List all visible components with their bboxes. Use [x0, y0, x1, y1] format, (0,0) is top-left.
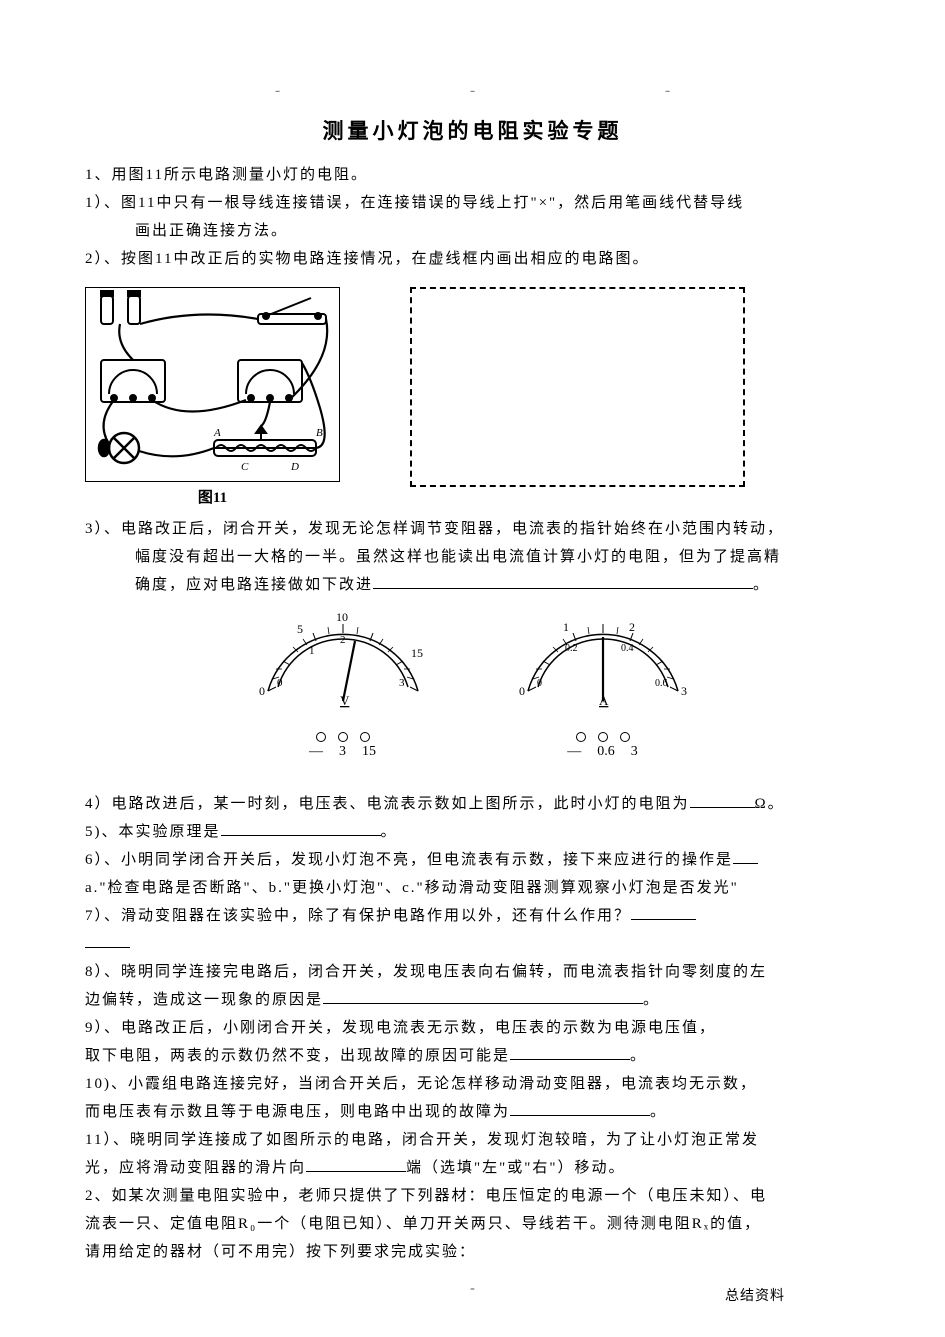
- ammeter-unit: A: [599, 693, 609, 708]
- voltmeter-display: 0 5 10 15 0 1 2 3 V — 3 15: [243, 609, 443, 760]
- question-7-line: 7）、滑动变阻器在该实验中，除了有保护电路作用以外，还有什么作用？: [85, 902, 860, 930]
- question-3a: 3）、电路改正后，闭合开关，发现无论怎样调节变阻器，电流表的指针始终在小范围内转…: [85, 515, 860, 543]
- a-lower-3: 0.6: [655, 678, 668, 689]
- blank-q5: [221, 818, 381, 836]
- a-upper-1: 1: [563, 620, 569, 634]
- question-4-line: 4）电路改进后，某一时刻，电压表、电流表示数如上图所示，此时小灯的电阻为 Ω。: [85, 790, 860, 818]
- page-title: 测量小灯泡的电阻实验专题: [85, 115, 860, 145]
- question-8b-line: 边偏转，造成这一现象的原因是 。: [85, 986, 860, 1014]
- question-6: 6）、小明同学闭合开关后，发现小灯泡不亮，但电流表有示数，接下来应进行的操作是: [85, 852, 733, 868]
- question-5-line: 5)、本实验原理是 。: [85, 818, 860, 846]
- blank-q6: [733, 846, 758, 864]
- v-upper-3: 15: [411, 646, 423, 660]
- a-term-0: —: [567, 744, 581, 760]
- question-11b: 光，应将滑动变阻器的滑片向: [85, 1160, 306, 1176]
- ammeter-terminal-labels: — 0.6 3: [503, 744, 703, 760]
- a-term-1: 0.6: [597, 744, 615, 760]
- question-2b: 流表一只、定值电阻R₀一个（电阻已知）、单刀开关两只、导线若干。测待测电阻Rₓ的…: [85, 1210, 860, 1238]
- v-upper-2: 10: [336, 610, 348, 624]
- v-lower-2: 2: [340, 634, 346, 646]
- question-6-line: 6）、小明同学闭合开关后，发现小灯泡不亮，但电流表有示数，接下来应进行的操作是: [85, 846, 860, 874]
- a-lower-0: 0: [537, 678, 542, 689]
- question-9b: 取下电阻，两表的示数仍然不变，出现故障的原因可能是: [85, 1048, 510, 1064]
- question-11a: 11）、晓明同学连接成了如图所示的电路，闭合开关，发现灯泡较暗，为了让小灯泡正常…: [85, 1126, 860, 1154]
- q3-end: 。: [753, 577, 770, 593]
- question-11c: 端（选填"左"或"右"）移动。: [406, 1160, 626, 1176]
- a-term-2: 3: [631, 744, 638, 760]
- blank-q4: [690, 790, 755, 808]
- q10-end: 。: [650, 1104, 667, 1120]
- v-term-1: 3: [339, 744, 346, 760]
- v-term-2: 15: [362, 744, 376, 760]
- answer-box-dashed: [410, 287, 745, 487]
- q8-end: 。: [643, 992, 660, 1008]
- blank-q11: [306, 1154, 406, 1172]
- question-9b-line: 取下电阻，两表的示数仍然不变，出现故障的原因可能是 。: [85, 1042, 860, 1070]
- v-lower-3: 3: [399, 677, 405, 689]
- voltmeter-unit: V: [340, 693, 350, 708]
- a-upper-2: 2: [629, 620, 635, 634]
- ammeter-display: 0 1 2 3 0 0.2 0.4 0.6 A — 0.6 3: [503, 609, 703, 760]
- svg-text:A: A: [213, 427, 221, 439]
- voltmeter-terminal-labels: — 3 15: [243, 744, 443, 760]
- blank-q7b: [85, 930, 130, 948]
- question-3c-text: 确度，应对电路连接做如下改进: [135, 577, 373, 593]
- top-edge-marks: ---: [0, 82, 945, 100]
- ammeter-terminals: [503, 732, 703, 742]
- footer-label: 总结资料: [725, 1285, 785, 1305]
- question-3c-line: 确度，应对电路连接做如下改进 。: [85, 571, 860, 599]
- figure-11-label: 图11: [85, 486, 340, 507]
- blank-q9: [510, 1042, 630, 1060]
- v-lower-1: 1: [309, 645, 315, 657]
- v-lower-0: 0: [277, 677, 283, 689]
- blank-q7: [631, 902, 696, 920]
- question-8a: 8）、晓明同学连接完电路后，闭合开关，发现电压表向右偏转，而电流表指针向零刻度的…: [85, 958, 860, 986]
- svg-text:D: D: [290, 461, 299, 473]
- v-term-0: —: [309, 744, 323, 760]
- question-2a: 2、如某次测量电阻实验中，老师只提供了下列器材：电压恒定的电源一个（电压未知）、…: [85, 1182, 860, 1210]
- figure-11-container: A B C D 图11: [85, 287, 340, 507]
- svg-text:C: C: [241, 461, 249, 473]
- figure-row: A B C D 图11: [85, 287, 860, 507]
- blank-q10: [510, 1098, 650, 1116]
- question-10b: 而电压表有示数且等于电源电压，则电路中出现的故障为: [85, 1104, 510, 1120]
- a-lower-1: 0.2: [565, 643, 578, 654]
- blank-q3: [373, 571, 753, 589]
- question-1-1a: 1）、图11中只有一根导线连接错误，在连接错误的导线上打"×"，然后用笔画线代替…: [85, 189, 860, 217]
- footer-center-mark: -: [470, 1281, 475, 1297]
- question-6-options: a."检查电路是否断路"、b."更换小灯泡"、c."移动滑动变阻器测算观察小灯泡…: [85, 874, 860, 902]
- question-1-intro: 1、用图11所示电路测量小灯的电阻。: [85, 161, 860, 189]
- question-9a: 9）、电路改正后，小刚闭合开关，发现电流表无示数，电压表的示数为电源电压值，: [85, 1014, 860, 1042]
- question-11b-line: 光，应将滑动变阻器的滑片向 端（选填"左"或"右"）移动。: [85, 1154, 860, 1182]
- a-upper-3: 3: [681, 684, 687, 698]
- q5-end: 。: [381, 824, 398, 840]
- question-7-extra-blank-line: [85, 930, 860, 958]
- question-5: 5)、本实验原理是: [85, 824, 221, 840]
- question-8b: 边偏转，造成这一现象的原因是: [85, 992, 323, 1008]
- svg-text:B: B: [316, 427, 323, 439]
- question-4b: Ω。: [755, 796, 785, 812]
- question-3b: 幅度没有超出一大格的一半。虽然这样也能读出电流值计算小灯的电阻，但为了提高精: [85, 543, 860, 571]
- circuit-diagram-image: A B C D: [85, 287, 340, 482]
- meter-readings-row: 0 5 10 15 0 1 2 3 V — 3 15: [85, 609, 860, 760]
- voltmeter-terminals: [243, 732, 443, 742]
- a-lower-2: 0.4: [621, 643, 634, 654]
- q9-end: 。: [630, 1048, 647, 1064]
- question-10a: 10)、小霞组电路连接完好，当闭合开关后，无论怎样移动滑动变阻器，电流表均无示数…: [85, 1070, 860, 1098]
- question-7: 7）、滑动变阻器在该实验中，除了有保护电路作用以外，还有什么作用？: [85, 908, 631, 924]
- question-4a: 4）电路改进后，某一时刻，电压表、电流表示数如上图所示，此时小灯的电阻为: [85, 796, 690, 812]
- question-1-1b: 画出正确连接方法。: [85, 217, 860, 245]
- v-upper-1: 5: [297, 622, 303, 636]
- question-1-2: 2）、按图11中改正后的实物电路连接情况，在虚线框内画出相应的电路图。: [85, 245, 860, 273]
- a-upper-0: 0: [519, 684, 525, 698]
- blank-q8: [323, 986, 643, 1004]
- v-upper-0: 0: [259, 684, 265, 698]
- question-10b-line: 而电压表有示数且等于电源电压，则电路中出现的故障为 。: [85, 1098, 860, 1126]
- question-2c: 请用给定的器材（可不用完）按下列要求完成实验：: [85, 1238, 860, 1266]
